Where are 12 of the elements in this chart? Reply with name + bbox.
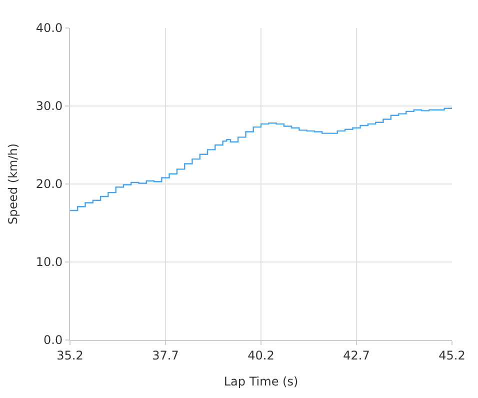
x-axis-title: Lap Time (s) bbox=[224, 374, 298, 388]
y-tick-label: 30.0 bbox=[36, 99, 63, 114]
y-tick-label: 10.0 bbox=[36, 255, 63, 270]
x-tick-label: 45.2 bbox=[438, 348, 466, 362]
y-tick-label: 40.0 bbox=[36, 21, 63, 36]
x-tick-label: 35.2 bbox=[56, 348, 84, 362]
x-tick-label: 40.2 bbox=[248, 348, 274, 362]
y-tick-label: 20.0 bbox=[36, 177, 63, 192]
y-axis-title: Speed (km/h) bbox=[6, 143, 20, 225]
x-tick-label: 37.7 bbox=[152, 348, 179, 362]
y-tick-label: 0.0 bbox=[44, 333, 63, 348]
x-tick-label: 42.7 bbox=[343, 348, 370, 362]
